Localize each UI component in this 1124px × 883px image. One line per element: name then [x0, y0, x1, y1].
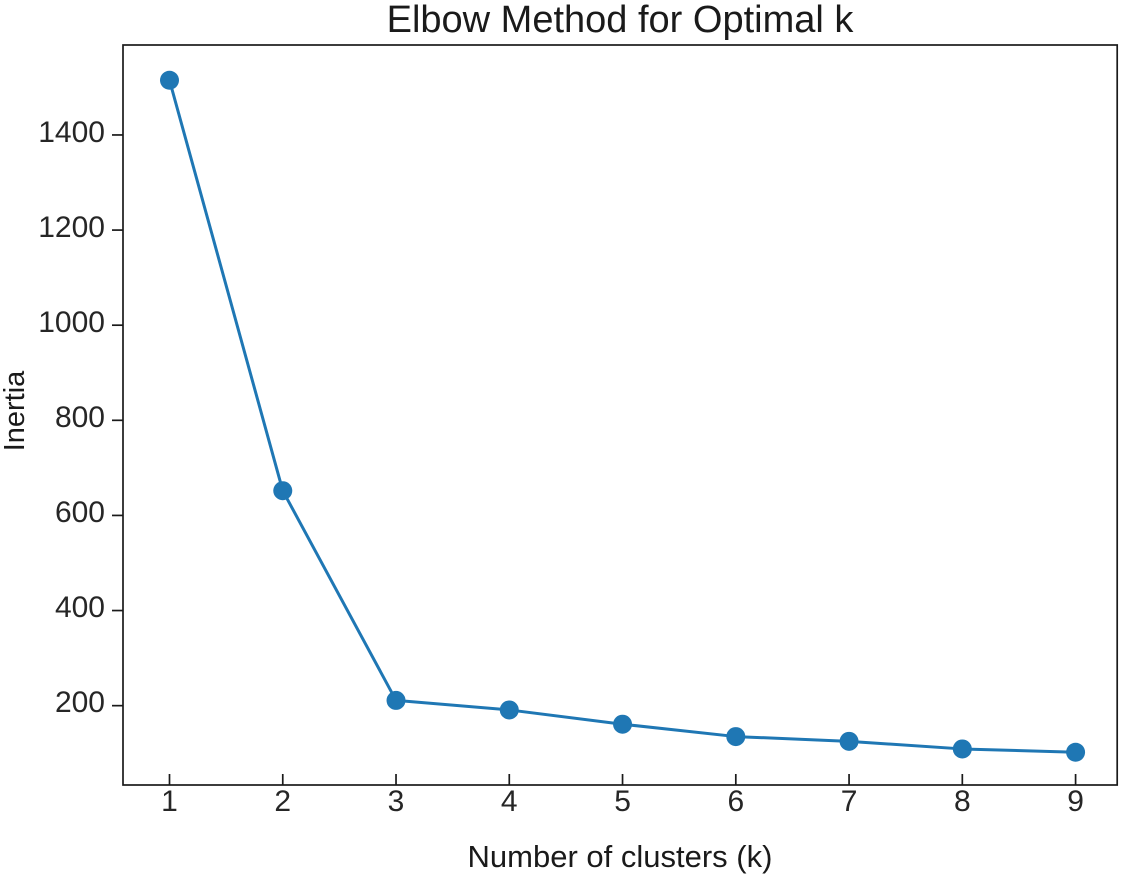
svg-text:1: 1	[161, 785, 178, 818]
svg-text:5: 5	[614, 785, 631, 818]
svg-text:Inertia: Inertia	[0, 370, 31, 451]
svg-text:1200: 1200	[38, 211, 105, 244]
svg-text:3: 3	[388, 785, 405, 818]
svg-text:400: 400	[55, 591, 105, 624]
svg-text:9: 9	[1067, 785, 1084, 818]
svg-text:Elbow Method for Optimal k: Elbow Method for Optimal k	[387, 0, 855, 41]
svg-text:600: 600	[55, 496, 105, 529]
svg-text:4: 4	[501, 785, 518, 818]
svg-text:800: 800	[55, 401, 105, 434]
svg-text:6: 6	[727, 785, 744, 818]
svg-text:1000: 1000	[38, 306, 105, 339]
svg-text:Number of clusters (k): Number of clusters (k)	[468, 839, 773, 874]
svg-text:2: 2	[274, 785, 291, 818]
svg-text:7: 7	[841, 785, 858, 818]
svg-text:8: 8	[954, 785, 971, 818]
svg-text:1400: 1400	[38, 116, 105, 149]
svg-text:200: 200	[55, 686, 105, 719]
